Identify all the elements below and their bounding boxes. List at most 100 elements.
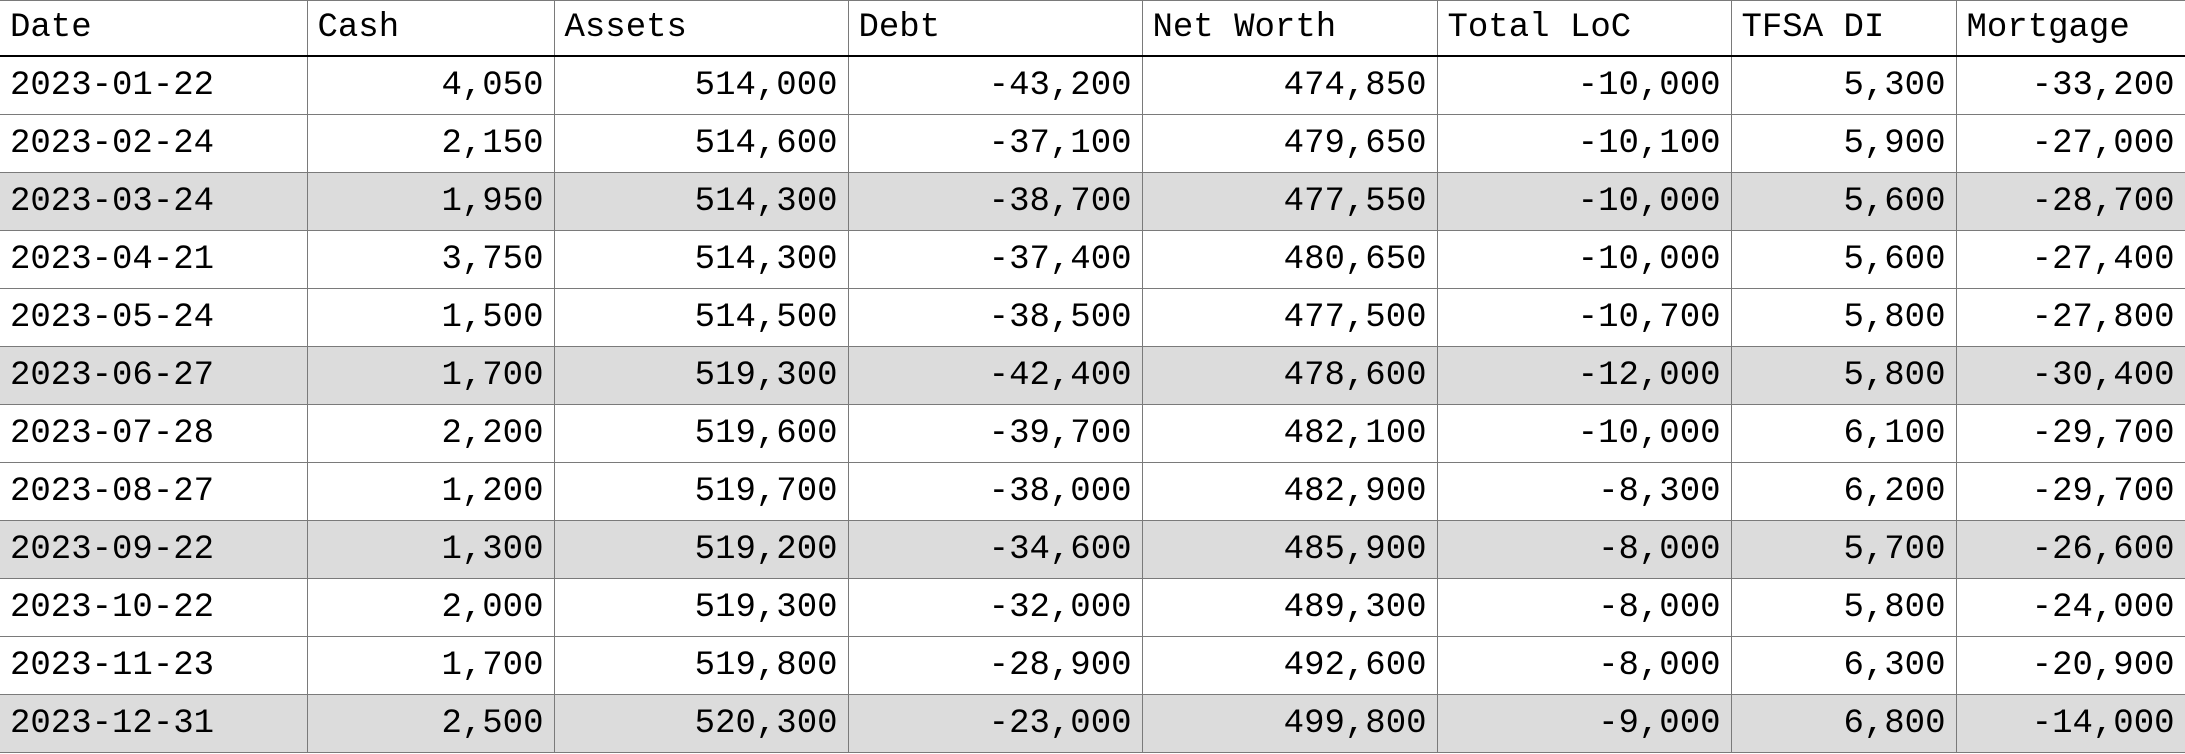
- column-header-net-worth: Net Worth: [1141, 0, 1438, 57]
- tfsa-di-cell: 5,600: [1730, 230, 1957, 289]
- total-loc-cell: -10,100: [1436, 114, 1732, 173]
- date-cell: 2023-10-22: [0, 578, 308, 637]
- assets-cell: 514,000: [553, 55, 849, 115]
- cash-cell: 1,700: [306, 636, 555, 695]
- column-header-date: Date: [0, 0, 308, 57]
- debt-cell: -34,600: [847, 520, 1143, 579]
- tfsa-di-cell: 5,800: [1730, 578, 1957, 637]
- total-loc-cell: -8,000: [1436, 578, 1732, 637]
- table-row: 2023-12-31 2,500 520,300 -23,000 499,800 -9,0…: [0, 694, 2185, 753]
- column-header-debt: Debt: [847, 0, 1143, 57]
- cash-cell: 2,200: [306, 404, 555, 463]
- table-row: 2023-01-22 4,050 514,000 -43,200 474,850 -10,…: [0, 55, 2185, 115]
- date-cell: 2023-04-21: [0, 230, 308, 289]
- net-worth-cell: 477,550: [1141, 172, 1438, 231]
- tfsa-di-cell: 5,800: [1730, 346, 1957, 405]
- total-loc-cell: -8,300: [1436, 462, 1732, 521]
- mortgage-cell: -24,000: [1955, 578, 2185, 637]
- mortgage-cell: -27,800: [1955, 288, 2185, 347]
- assets-cell: 519,700: [553, 462, 849, 521]
- table-row: 2023-09-22 1,300 519,200 -34,600 485,900 -8,0…: [0, 520, 2185, 579]
- cash-cell: 2,000: [306, 578, 555, 637]
- assets-cell: 514,300: [553, 172, 849, 231]
- table-row: 2023-06-27 1,700 519,300 -42,400 478,600 -12,…: [0, 346, 2185, 405]
- cash-cell: 2,150: [306, 114, 555, 173]
- column-header-cash: Cash: [306, 0, 555, 57]
- table-row: 2023-03-24 1,950 514,300 -38,700 477,550 -10,…: [0, 172, 2185, 231]
- column-header-tfsa-di: TFSA DI: [1730, 0, 1957, 57]
- assets-cell: 519,600: [553, 404, 849, 463]
- total-loc-cell: -12,000: [1436, 346, 1732, 405]
- total-loc-cell: -10,000: [1436, 172, 1732, 231]
- cash-cell: 1,300: [306, 520, 555, 579]
- table-body: 2023-01-22 4,050 514,000 -43,200 474,850 -10,…: [0, 55, 2185, 753]
- assets-cell: 519,800: [553, 636, 849, 695]
- assets-cell: 519,200: [553, 520, 849, 579]
- total-loc-cell: -8,000: [1436, 520, 1732, 579]
- tfsa-di-cell: 5,900: [1730, 114, 1957, 173]
- debt-cell: -37,100: [847, 114, 1143, 173]
- tfsa-di-cell: 6,300: [1730, 636, 1957, 695]
- column-header-assets: Assets: [553, 0, 849, 57]
- cash-cell: 1,200: [306, 462, 555, 521]
- net-worth-cell: 489,300: [1141, 578, 1438, 637]
- net-worth-cell: 485,900: [1141, 520, 1438, 579]
- cash-cell: 4,050: [306, 55, 555, 115]
- table-header: Date Cash Assets Debt Net Worth Total Lo…: [0, 0, 2185, 57]
- date-cell: 2023-12-31: [0, 694, 308, 753]
- date-cell: 2023-05-24: [0, 288, 308, 347]
- date-cell: 2023-03-24: [0, 172, 308, 231]
- cash-cell: 1,950: [306, 172, 555, 231]
- header-row: Date Cash Assets Debt Net Worth Total Lo…: [0, 0, 2185, 57]
- date-cell: 2023-07-28: [0, 404, 308, 463]
- assets-cell: 514,300: [553, 230, 849, 289]
- tfsa-di-cell: 6,200: [1730, 462, 1957, 521]
- debt-cell: -38,500: [847, 288, 1143, 347]
- mortgage-cell: -27,400: [1955, 230, 2185, 289]
- debt-cell: -32,000: [847, 578, 1143, 637]
- assets-cell: 519,300: [553, 578, 849, 637]
- tfsa-di-cell: 5,800: [1730, 288, 1957, 347]
- table-row: 2023-04-21 3,750 514,300 -37,400 480,650 -10,…: [0, 230, 2185, 289]
- total-loc-cell: -10,000: [1436, 55, 1732, 115]
- total-loc-cell: -10,000: [1436, 404, 1732, 463]
- date-cell: 2023-08-27: [0, 462, 308, 521]
- net-worth-cell: 499,800: [1141, 694, 1438, 753]
- assets-cell: 514,600: [553, 114, 849, 173]
- tfsa-di-cell: 5,300: [1730, 55, 1957, 115]
- date-cell: 2023-11-23: [0, 636, 308, 695]
- debt-cell: -43,200: [847, 55, 1143, 115]
- total-loc-cell: -10,700: [1436, 288, 1732, 347]
- column-header-total-loc: Total LoC: [1436, 0, 1732, 57]
- debt-cell: -42,400: [847, 346, 1143, 405]
- assets-cell: 519,300: [553, 346, 849, 405]
- cash-cell: 2,500: [306, 694, 555, 753]
- table-row: 2023-11-23 1,700 519,800 -28,900 492,600 -8,0…: [0, 636, 2185, 695]
- cash-cell: 3,750: [306, 230, 555, 289]
- cash-cell: 1,500: [306, 288, 555, 347]
- total-loc-cell: -8,000: [1436, 636, 1732, 695]
- debt-cell: -37,400: [847, 230, 1143, 289]
- mortgage-cell: -14,000: [1955, 694, 2185, 753]
- debt-cell: -38,000: [847, 462, 1143, 521]
- net-worth-cell: 480,650: [1141, 230, 1438, 289]
- total-loc-cell: -9,000: [1436, 694, 1732, 753]
- table-row: 2023-08-27 1,200 519,700 -38,000 482,900 -8,3…: [0, 462, 2185, 521]
- debt-cell: -23,000: [847, 694, 1143, 753]
- debt-cell: -39,700: [847, 404, 1143, 463]
- debt-cell: -28,900: [847, 636, 1143, 695]
- mortgage-cell: -26,600: [1955, 520, 2185, 579]
- tfsa-di-cell: 5,600: [1730, 172, 1957, 231]
- mortgage-cell: -30,400: [1955, 346, 2185, 405]
- debt-cell: -38,700: [847, 172, 1143, 231]
- mortgage-cell: -27,000: [1955, 114, 2185, 173]
- net-worth-cell: 492,600: [1141, 636, 1438, 695]
- date-cell: 2023-09-22: [0, 520, 308, 579]
- mortgage-cell: -29,700: [1955, 462, 2185, 521]
- total-loc-cell: -10,000: [1436, 230, 1732, 289]
- assets-cell: 520,300: [553, 694, 849, 753]
- tfsa-di-cell: 6,800: [1730, 694, 1957, 753]
- mortgage-cell: -20,900: [1955, 636, 2185, 695]
- date-cell: 2023-01-22: [0, 55, 308, 115]
